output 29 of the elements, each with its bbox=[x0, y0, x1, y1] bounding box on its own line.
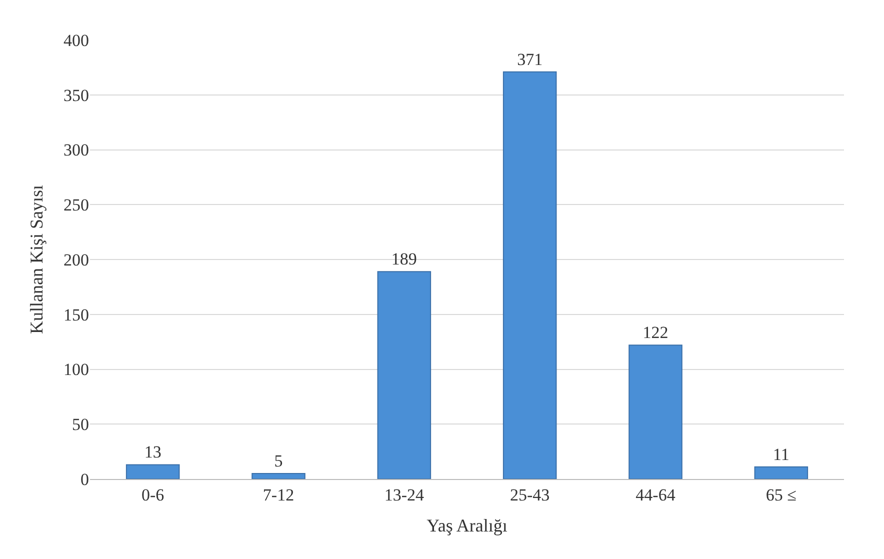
y-tick-label: 100 bbox=[64, 360, 89, 380]
x-tick-label: 25-43 bbox=[510, 485, 550, 504]
y-axis-title: Kullanan Kişi Sayısı bbox=[26, 185, 47, 334]
bar bbox=[377, 271, 432, 479]
y-tick-label: 350 bbox=[64, 86, 89, 105]
x-tick-label: 13-24 bbox=[384, 485, 424, 504]
data-label: 5 bbox=[274, 452, 283, 471]
y-tick-label: 0 bbox=[80, 470, 89, 489]
x-axis-title: Yaş Aralığı bbox=[426, 516, 508, 536]
x-tick-label: 65 ≤ bbox=[766, 485, 796, 504]
data-label: 371 bbox=[517, 50, 543, 69]
data-label: 122 bbox=[642, 323, 668, 342]
data-label: 11 bbox=[772, 444, 790, 464]
bar bbox=[754, 466, 808, 479]
y-tick-label: 50 bbox=[72, 415, 89, 434]
y-tick-label: 150 bbox=[64, 305, 89, 324]
y-tick-label: 250 bbox=[64, 196, 89, 215]
x-tick-label: 7-12 bbox=[262, 485, 294, 504]
bar bbox=[628, 344, 682, 479]
bar bbox=[126, 464, 180, 479]
bar bbox=[252, 473, 306, 479]
x-tick-label: 0-6 bbox=[141, 485, 164, 504]
data-label: 189 bbox=[391, 250, 417, 269]
y-tick-label: 200 bbox=[64, 250, 89, 270]
data-label: 13 bbox=[144, 442, 162, 462]
bar bbox=[502, 71, 557, 479]
y-tick-label: 300 bbox=[64, 140, 89, 160]
y-tick-label: 400 bbox=[64, 30, 89, 50]
x-tick-label: 44-64 bbox=[636, 485, 676, 504]
